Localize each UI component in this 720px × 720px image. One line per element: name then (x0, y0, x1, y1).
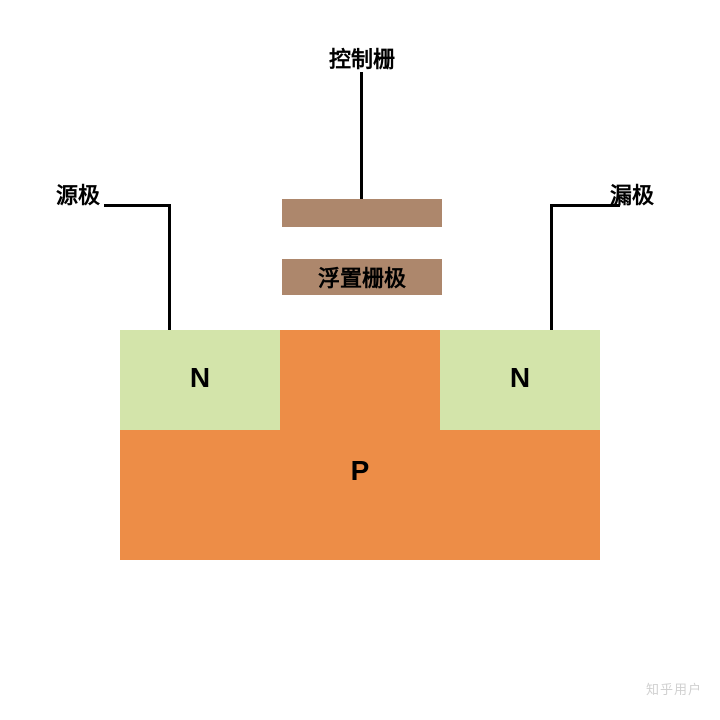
drain-label: 漏极 (610, 178, 670, 210)
floating-gate: 浮置栅极 (282, 259, 442, 295)
watermark: 知乎用户 (646, 679, 702, 698)
diagram-canvas: 浮置栅极 控制栅 源极 漏极 N N P 知乎用户 (0, 0, 720, 720)
control-gate-label: 控制栅 (300, 42, 424, 74)
control-gate-lead (360, 72, 363, 199)
p-label: P (120, 455, 600, 487)
n-right-label: N (440, 362, 600, 394)
n-left-label: N (120, 362, 280, 394)
control-gate (282, 199, 442, 227)
source-lead-vertical (168, 204, 171, 330)
source-label: 源极 (56, 178, 116, 210)
floating-gate-label: 浮置栅极 (318, 261, 406, 293)
drain-lead-vertical (550, 204, 553, 330)
